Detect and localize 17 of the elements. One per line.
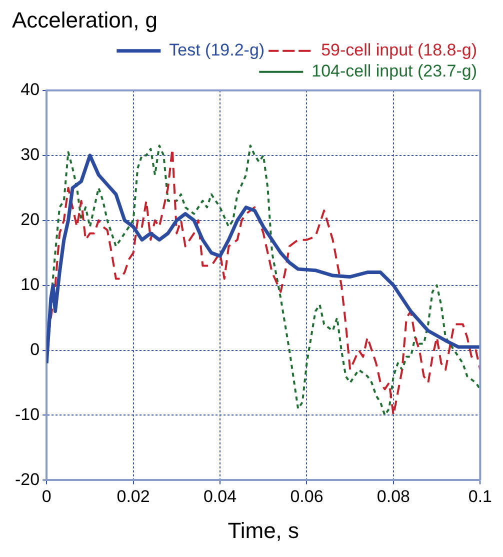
y-tick-label: 20 xyxy=(20,210,40,230)
x-tick-label: 0.06 xyxy=(290,487,324,506)
y-tick-label: -20 xyxy=(14,470,40,489)
legend-label: 59-cell input (18.8-g) xyxy=(321,40,478,60)
x-tick-label: 0.02 xyxy=(116,487,150,506)
legend-label: Test (19.2-g) xyxy=(169,40,265,60)
y-tick-label: 10 xyxy=(20,274,40,294)
y-tick-label: -10 xyxy=(14,404,40,424)
y-tick-label: 0 xyxy=(30,340,40,359)
x-tick-label: 0.04 xyxy=(203,487,237,506)
x-axis-title: Time, s xyxy=(228,518,300,543)
y-tick-label: 40 xyxy=(20,80,40,100)
y-tick-label: 30 xyxy=(20,145,40,164)
x-tick-label: 0.1 xyxy=(468,487,492,506)
legend-label: 104-cell input (23.7-g) xyxy=(312,62,478,81)
x-tick-label: 0.08 xyxy=(376,487,410,506)
y-axis-title: Acceleration, g xyxy=(12,7,158,32)
